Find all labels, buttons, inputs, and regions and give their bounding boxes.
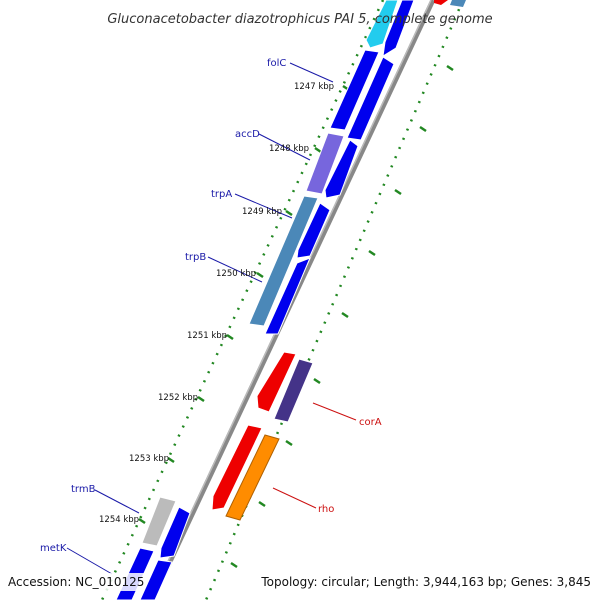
label-leaders-right [272, 402, 357, 509]
gene-trmB-arrow[interactable] [159, 506, 191, 559]
gene-label-accD[interactable]: accD [235, 129, 260, 140]
gene-top-blue[interactable] [382, 0, 415, 57]
gene-steel-top[interactable] [450, 0, 466, 7]
gene-row-inner [115, 0, 399, 600]
kbp-label: 1253 kbp [129, 454, 169, 464]
footer-accession: Accession: NC_010125 [8, 575, 144, 589]
kbp-label: 1252 kbp [158, 393, 198, 403]
gene-trpA-arrow[interactable] [296, 202, 331, 259]
gene-label-trmB[interactable]: trmB [71, 484, 96, 495]
gene-accD-arrow[interactable] [324, 139, 359, 199]
gene-rho-block[interactable] [211, 424, 263, 511]
kbp-label: 1250 kbp [216, 269, 256, 279]
gene-trpB-arrow[interactable] [264, 257, 311, 335]
footer-summary-bg [258, 573, 594, 591]
gene-metK-arrow[interactable] [139, 559, 173, 600]
gene-folC-arrow[interactable] [346, 56, 395, 141]
gene-corA-block[interactable] [256, 351, 297, 413]
gene-corA-arrow[interactable] [273, 358, 314, 423]
kbp-label: 1248 kbp [269, 144, 309, 154]
gene-red-top[interactable] [434, 0, 448, 5]
gene-label-trpB[interactable]: trpB [185, 252, 206, 263]
gene-trmB-block[interactable] [141, 496, 177, 547]
kbp-major-ticks [138, 64, 454, 569]
gene-label-metK[interactable]: metK [40, 543, 67, 554]
footer-summary: Topology: circular; Length: 3,944,163 bp… [260, 575, 591, 589]
gene-label-trpA[interactable]: trpA [211, 189, 232, 200]
map-title: Gluconacetobacter diazotrophicus PAI 5, … [107, 12, 492, 27]
label-leaders-left [66, 62, 334, 575]
gene-label-corA[interactable]: corA [359, 417, 382, 428]
kbp-label: 1247 kbp [294, 82, 334, 92]
footer-accession-bg [6, 573, 144, 591]
gene-trpA-block[interactable] [248, 195, 319, 327]
gene-label-rho[interactable]: rho [318, 504, 334, 515]
gene-folC-block[interactable] [329, 49, 380, 131]
gene-accD-block[interactable] [305, 132, 345, 195]
gene-rho-arrow[interactable] [225, 434, 280, 521]
scale-ring-inner [100, 0, 385, 600]
gene-cyan[interactable] [365, 0, 399, 49]
kbp-label: 1251 kbp [187, 331, 227, 341]
gene-row-middle [139, 0, 415, 600]
kbp-label: 1254 kbp [99, 515, 139, 525]
kbp-label: 1249 kbp [242, 207, 282, 217]
gene-label-folC[interactable]: folC [267, 58, 286, 69]
